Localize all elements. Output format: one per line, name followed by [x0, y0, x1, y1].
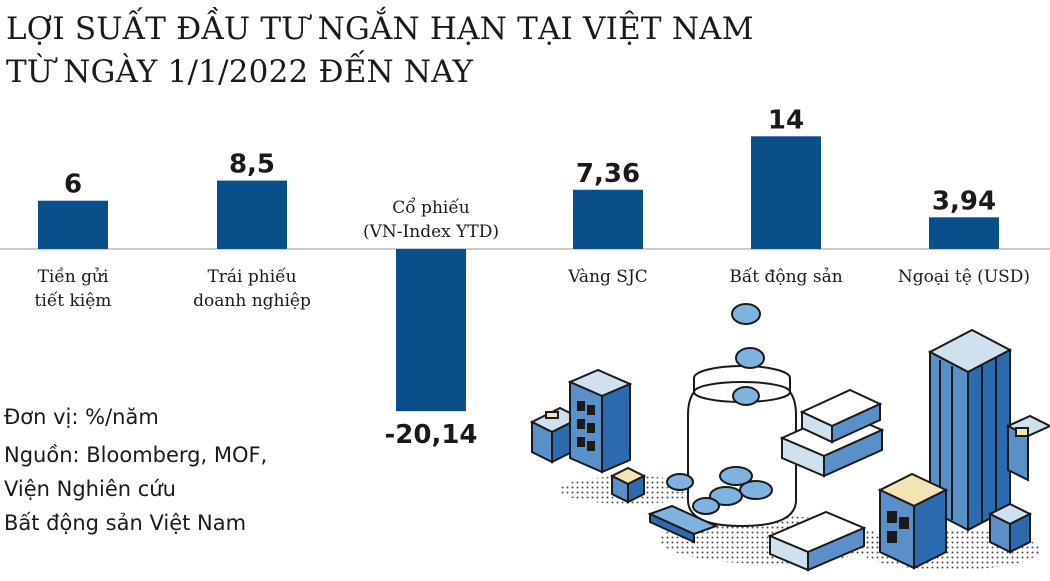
bar-2	[396, 249, 466, 412]
data-label-0: 6	[64, 170, 82, 200]
coins-icon	[666, 303, 765, 515]
category-label-0-1: tiết kiệm	[35, 291, 112, 311]
category-label-4-0: Bất động sản	[729, 267, 842, 287]
buildings-icon	[567, 368, 633, 474]
bar-4	[751, 136, 821, 249]
investment-illustration	[529, 303, 1050, 572]
data-label-2: -20,14	[384, 420, 477, 450]
banknote-icon	[647, 504, 719, 544]
title-line-1: LỢI SUẤT ĐẦU TƯ NGẮN HẠN TẠI VIỆT NAM	[6, 11, 754, 47]
chart-notes: Đơn vị: %/năm Nguồn: Bloomberg, MOF, Việ…	[4, 400, 324, 540]
category-label-2-0: Cổ phiếu	[392, 198, 470, 218]
source-note-line-3: Bất động sản Việt Nam	[4, 511, 247, 535]
bar-0	[38, 200, 108, 249]
title-line-2: TỪ NGÀY 1/1/2022 ĐẾN NAY	[6, 54, 474, 90]
data-label-5: 3,94	[932, 186, 996, 216]
bar-5	[929, 217, 999, 249]
bar-1	[217, 180, 287, 249]
data-label-4: 14	[768, 105, 804, 135]
category-label-1-1: doanh nghiệp	[193, 291, 311, 311]
right-building-icon	[1005, 414, 1050, 482]
category-label-1-0: Trái phiếu	[207, 267, 296, 287]
small-cube-icon	[987, 502, 1033, 554]
data-label-1: 8,5	[229, 150, 275, 180]
small-box-icon	[609, 466, 647, 504]
source-note-line-1: Nguồn: Bloomberg, MOF,	[4, 443, 268, 467]
data-label-3: 7,36	[576, 159, 640, 189]
unit-note: Đơn vị: %/năm	[4, 405, 159, 429]
bar-3	[573, 189, 643, 249]
skyscraper-icon	[927, 328, 1013, 532]
source-note-line-2: Viện Nghiên cứu	[4, 477, 176, 501]
category-label-0-0: Tiền gửi	[38, 267, 109, 287]
front-building-icon	[877, 472, 949, 570]
category-label-2-1: (VN-Index YTD)	[363, 222, 499, 242]
gold-bars-icon	[767, 388, 885, 572]
category-label-3-0: Vàng SJC	[567, 267, 648, 287]
category-label-5-0: Ngoại tệ (USD)	[898, 267, 1030, 287]
chart-title: LỢI SUẤT ĐẦU TƯ NGẮN HẠN TẠI VIỆT NAM TỪ…	[6, 8, 806, 94]
